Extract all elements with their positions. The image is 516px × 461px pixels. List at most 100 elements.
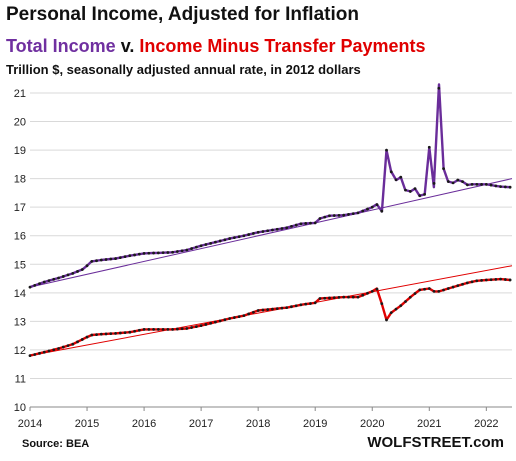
series-point-minus [437,289,441,293]
series-point-total [290,225,293,228]
series-point-minus [61,345,65,349]
series-point-total [461,180,464,184]
series-point-total [351,212,355,216]
series-point-total [118,256,122,260]
series-point-minus [213,320,217,324]
series-point-total [456,178,460,182]
series-point-minus [223,318,227,322]
series-point-minus [52,348,56,352]
x-tick-label: 2017 [189,418,213,430]
series-point-minus [128,330,132,334]
series-point-minus [57,347,60,350]
series-point-total [33,283,37,287]
series-point-total [247,233,251,236]
y-tick-label: 12 [14,345,26,357]
series-point-minus [204,323,208,326]
series-point-minus [380,302,384,306]
x-tick-label: 2020 [360,418,384,430]
series-point-minus [294,304,298,308]
series-point-total [190,247,194,250]
series-point-minus [114,331,117,335]
series-point-minus [337,295,341,299]
series-point-minus [475,279,479,283]
y-tick-label: 10 [14,402,26,414]
series-point-total [85,264,89,268]
series-point-total [385,148,388,152]
x-tick-label: 2016 [132,418,156,430]
series-point-minus [332,296,336,300]
series-point-minus [252,310,255,314]
series-point-minus [142,327,146,331]
series-point-minus [389,311,393,315]
series-point-total [328,214,331,218]
legend-total-income: Total Income [6,36,116,56]
series-point-minus [470,280,474,284]
series-point-total [109,257,113,261]
series-point-total [175,250,179,253]
series-point-minus [323,296,327,300]
series-point-minus [342,295,346,299]
series-point-minus [152,327,155,331]
series-point-minus [185,327,189,330]
series-point-minus [209,321,213,325]
series-point-total [128,254,132,258]
series-point-total [323,215,327,219]
series-point-minus [446,287,450,290]
series-point-total [432,181,436,185]
series-point-minus [80,338,84,341]
series-point-minus [508,278,512,282]
series-point-total [494,184,498,188]
series-point-total [261,230,265,233]
series-point-total [80,268,84,271]
series-point-total [389,170,393,174]
series-point-total [38,282,41,286]
series-point-total [213,240,217,244]
series-line-total [29,83,512,289]
series-point-minus [33,353,37,356]
series-point-minus [161,327,165,331]
x-tick-label: 2022 [474,418,498,430]
x-tick-label: 2021 [417,418,441,430]
y-tick-label: 17 [14,202,26,214]
series-point-minus [175,327,179,331]
y-tick-label: 21 [14,88,26,100]
series-point-minus [309,302,312,305]
series-point-total [451,181,455,185]
series-point-total [252,232,255,235]
series-point-total [57,276,60,280]
series-point-total [66,273,70,277]
series-point-total [171,250,175,254]
series-point-minus [99,332,103,336]
source-note: Source: BEA [22,438,90,450]
series-point-total [508,185,512,189]
series-point-minus [118,331,122,335]
series-point-total [280,227,284,230]
series-point-total [275,227,279,231]
series-point-total [375,203,379,206]
series-point-minus [123,331,127,334]
x-tick-label: 2015 [75,418,99,430]
series-point-minus [247,312,251,316]
series-point-total [123,255,127,259]
y-tick-label: 11 [15,373,26,385]
series-point-minus [299,303,303,307]
legend-income-minus-transfers: Income Minus Transfer Payments [139,36,426,56]
x-tick-label: 2018 [246,418,270,430]
series-point-total [465,183,469,187]
series-point-total [228,237,232,240]
series-point-minus [361,293,365,297]
series-point-total [166,251,170,254]
series-point-minus [432,289,436,293]
series-point-minus [413,292,417,295]
series-point-minus [266,308,270,311]
series-point-total [370,205,374,209]
series-point-minus [109,332,113,336]
trendline-total [29,178,513,288]
series-point-minus [147,327,151,331]
series-point-total [475,182,479,186]
series-point-total [294,223,298,227]
chart-units: Trillion $, seasonally adjusted annual r… [6,62,361,77]
series-point-minus [366,291,369,295]
series-point-minus [318,297,322,300]
series-point-total [423,192,426,196]
